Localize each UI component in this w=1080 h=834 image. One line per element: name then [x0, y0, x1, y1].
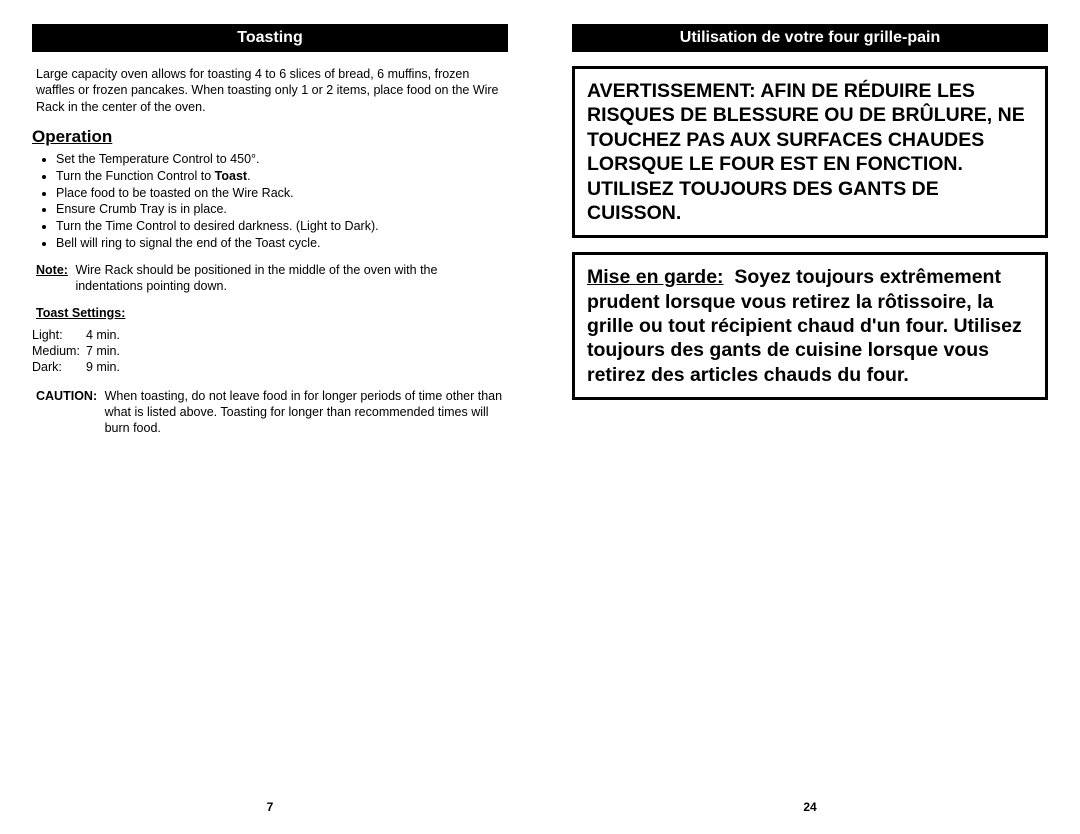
list-item: Place food to be toasted on the Wire Rac… [56, 185, 508, 202]
setting-time: 9 min. [86, 359, 126, 375]
warning-box: AVERTISSEMENT: AFIN DE RÉDUIRE LES RISQU… [572, 66, 1048, 238]
left-page: Toasting Large capacity oven allows for … [0, 0, 540, 834]
setting-time: 4 min. [86, 327, 126, 343]
list-text: Turn the Function Control to [56, 169, 215, 183]
list-suffix: . [247, 169, 250, 183]
caution-lead: Mise en garde: [587, 266, 724, 288]
note-body: Wire Rack should be positioned in the mi… [75, 262, 508, 295]
list-item: Ensure Crumb Tray is in place. [56, 201, 508, 218]
setting-time: 7 min. [86, 343, 126, 359]
intro-paragraph: Large capacity oven allows for toasting … [32, 66, 508, 115]
toasting-header: Toasting [32, 24, 508, 52]
page-spread: Toasting Large capacity oven allows for … [0, 0, 1080, 834]
caution-body: When toasting, do not leave food in for … [105, 388, 508, 437]
caution-text-fr: Mise en garde: Soyez toujours extrêmemen… [587, 265, 1033, 387]
list-item: Bell will ring to signal the end of the … [56, 235, 508, 252]
operation-heading: Operation [32, 127, 508, 147]
operation-list: Set the Temperature Control to 450°. Tur… [32, 151, 508, 252]
list-bold: Toast [215, 169, 247, 183]
note-block: Note: Wire Rack should be positioned in … [32, 262, 508, 295]
warning-text: AVERTISSEMENT: AFIN DE RÉDUIRE LES RISQU… [587, 79, 1033, 225]
table-row: Dark: 9 min. [32, 359, 126, 375]
list-item: Turn the Time Control to desired darknes… [56, 218, 508, 235]
caution-block: CAUTION: When toasting, do not leave foo… [32, 388, 508, 437]
caution-label: CAUTION: [36, 389, 97, 403]
right-page: Utilisation de votre four grille-pain AV… [540, 0, 1080, 834]
toast-settings-label: Toast Settings: [32, 305, 508, 321]
list-item: Set the Temperature Control to 450°. [56, 151, 508, 168]
list-item: Turn the Function Control to Toast. [56, 168, 508, 185]
toast-settings-table: Light: 4 min. Medium: 7 min. Dark: 9 min… [32, 327, 126, 376]
table-row: Light: 4 min. [32, 327, 126, 343]
caution-box-fr: Mise en garde: Soyez toujours extrêmemen… [572, 252, 1048, 400]
setting-name: Medium: [32, 343, 86, 359]
setting-name: Light: [32, 327, 86, 343]
note-label: Note: [36, 263, 68, 277]
setting-name: Dark: [32, 359, 86, 375]
page-number: 24 [540, 800, 1080, 814]
table-row: Medium: 7 min. [32, 343, 126, 359]
page-number: 7 [0, 800, 540, 814]
utilisation-header: Utilisation de votre four grille-pain [572, 24, 1048, 52]
